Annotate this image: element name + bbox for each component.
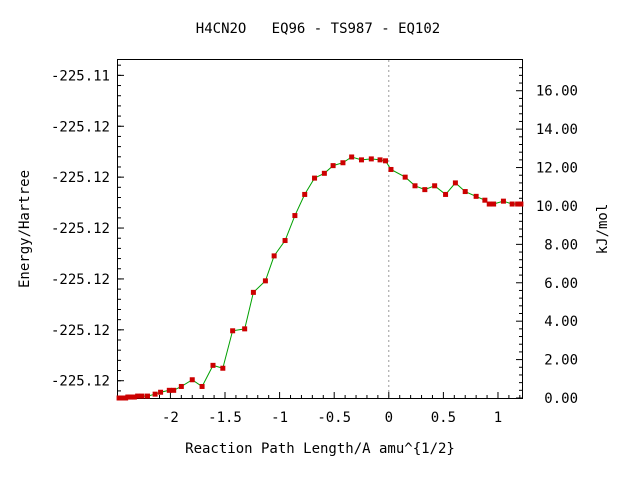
data-point (349, 154, 355, 160)
data-point (220, 365, 226, 371)
data-point (199, 383, 205, 389)
data-point (330, 163, 336, 169)
left-axis-title: Energy/Hartree (17, 170, 33, 288)
plot-frame (117, 59, 523, 399)
x-axis-ticks: -2 -1.5 -1 -0.5 0 0.5 1 (126, 392, 521, 426)
x-tick-label: -1.5 (208, 410, 242, 426)
left-tick-label: -225.12 (51, 374, 110, 390)
data-point (210, 362, 216, 368)
right-tick-label: 6.00 (544, 276, 578, 292)
data-point (388, 166, 394, 172)
left-tick-label: -225.12 (51, 323, 110, 339)
x-tick-label: -2 (162, 410, 179, 426)
left-tick-label: -225.12 (51, 272, 110, 288)
right-axis-title: kJ/mol (595, 204, 611, 255)
x-tick-label: 0.5 (431, 410, 456, 426)
right-tick-label: 8.00 (544, 237, 578, 253)
data-point (452, 180, 458, 186)
series-layer (116, 154, 524, 401)
data-point (152, 391, 158, 397)
right-tick-label: 12.00 (536, 161, 578, 177)
right-tick-label: 16.00 (536, 84, 578, 100)
right-tick-label: 14.00 (536, 122, 578, 138)
data-point (500, 198, 506, 204)
data-point (250, 289, 256, 295)
chart-title: H4CN2O EQ96 - TS987 - EQ102 (196, 21, 440, 37)
left-axis-ticks: -225.12 -225.12 -225.12 -225.12 -225.12 -225.… (51, 64, 124, 392)
x-tick-label: 0 (385, 410, 393, 426)
data-point (242, 326, 248, 332)
data-point (486, 201, 492, 207)
right-tick-label: 10.00 (536, 199, 578, 215)
data-point (158, 389, 164, 395)
data-point (340, 160, 346, 166)
data-point (135, 393, 141, 399)
left-tick-label: -225.12 (51, 119, 110, 135)
x-tick-label: -1 (271, 410, 288, 426)
data-point (509, 201, 515, 207)
left-tick-label: -225.12 (51, 170, 110, 186)
data-point (473, 193, 479, 199)
data-point (144, 393, 150, 399)
data-point (462, 189, 468, 195)
data-point (383, 158, 389, 164)
left-tick-label: -225.12 (51, 221, 110, 237)
data-point (422, 187, 428, 193)
data-point (312, 175, 318, 181)
data-point (368, 156, 374, 162)
data-point (518, 201, 524, 207)
data-point (515, 201, 521, 207)
data-point (131, 394, 137, 400)
x-tick-label: -0.5 (317, 410, 351, 426)
data-point (292, 213, 298, 219)
data-point (178, 383, 184, 389)
data-point (321, 170, 327, 176)
data-point (482, 197, 488, 203)
right-tick-label: 0.00 (544, 391, 578, 407)
right-tick-label: 2.00 (544, 353, 578, 369)
x-axis-title: Reaction Path Length/A amu^{1/2} (185, 441, 455, 457)
data-point (302, 191, 308, 197)
data-point (262, 278, 268, 284)
left-tick-label: -225.11 (51, 68, 110, 84)
data-point (282, 238, 288, 244)
x-tick-label: 1 (494, 410, 502, 426)
data-point (189, 377, 195, 383)
data-point (377, 157, 383, 163)
data-point (358, 157, 364, 163)
data-point (171, 387, 177, 393)
data-point (230, 328, 236, 334)
data-point (412, 183, 418, 189)
data-point (491, 201, 497, 207)
data-point (402, 174, 408, 180)
right-axis-ticks: 0.00 2.00 4.00 6.00 8.00 10.00 12.00 14.00 16.00 (516, 67, 578, 407)
data-point (443, 191, 449, 197)
data-point (166, 387, 172, 393)
data-point (432, 183, 438, 189)
data-point (271, 253, 277, 259)
data-point (139, 393, 145, 399)
right-tick-label: 4.00 (544, 314, 578, 330)
series-line (119, 156, 521, 399)
